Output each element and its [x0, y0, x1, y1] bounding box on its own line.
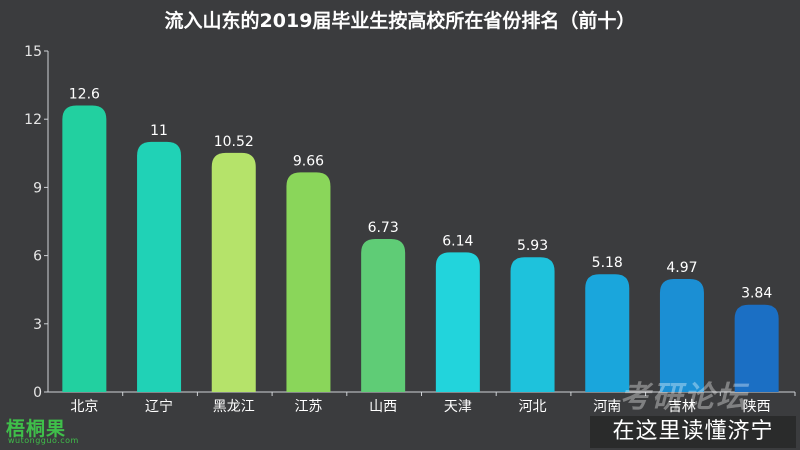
- bar: [137, 141, 182, 392]
- x-tick-label: 辽宁: [145, 398, 173, 415]
- bar: [435, 252, 480, 392]
- bar: [286, 172, 331, 392]
- x-tick-label: 河南: [593, 399, 621, 415]
- x-tick-label: 北京: [70, 399, 98, 415]
- x-tick-label: 江苏: [294, 399, 322, 415]
- bar-value-label: 5.18: [592, 255, 623, 271]
- x-tick-label: 吉林: [668, 399, 696, 415]
- y-tick-label: 3: [33, 317, 42, 333]
- x-tick-label: 天津: [444, 399, 472, 415]
- bar: [62, 105, 107, 392]
- forum-watermark: 考研论坛: [620, 380, 748, 415]
- brand-logo: 梧桐果: [6, 418, 67, 440]
- bar-value-label: 3.84: [741, 286, 772, 302]
- y-tick-label: 0: [33, 385, 42, 401]
- x-tick-label: 山西: [369, 399, 397, 415]
- y-tick-label: 6: [33, 249, 42, 265]
- bar-value-label: 9.66: [293, 153, 324, 169]
- bar: [211, 152, 256, 392]
- bar: [585, 274, 630, 392]
- y-tick-label: 9: [33, 180, 42, 196]
- chart-title: 流入山东的2019届毕业生按高校所在省份排名（前十）: [164, 10, 636, 32]
- x-tick-label: 河北: [519, 399, 547, 415]
- bar-value-label: 5.93: [517, 238, 548, 254]
- bar-value-label: 6.73: [368, 220, 399, 236]
- bar-value-label: 11: [150, 123, 168, 139]
- brand-logo-url: wutongguo.com: [8, 436, 79, 445]
- bar: [659, 279, 704, 392]
- bar-value-label: 12.6: [69, 87, 100, 103]
- bar: [361, 239, 406, 392]
- x-tick-label: 陕西: [743, 399, 771, 415]
- site-watermark: 在这里读懂济宁: [590, 416, 796, 448]
- y-tick-label: 12: [24, 112, 42, 128]
- bar: [510, 257, 555, 392]
- bar-value-label: 4.97: [666, 260, 697, 276]
- x-tick-label: 黑龙江: [213, 399, 255, 415]
- bar-value-label: 6.14: [442, 233, 473, 249]
- bar-value-label: 10.52: [214, 134, 254, 150]
- bar: [734, 304, 779, 392]
- y-tick-label: 15: [24, 44, 42, 60]
